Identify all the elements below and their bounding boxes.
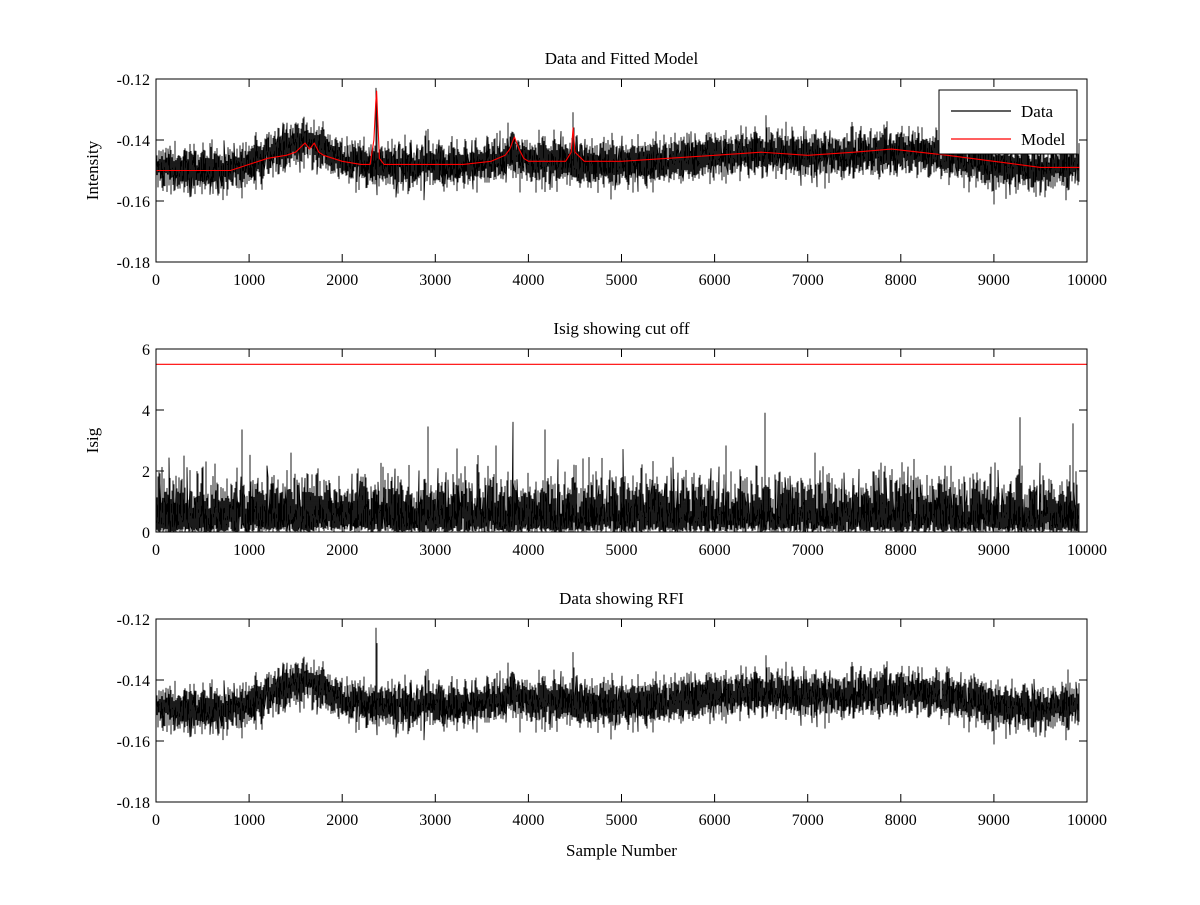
legend-box <box>938 89 1078 155</box>
x-tick-label: 5000 <box>606 542 638 559</box>
y-tick-label: 0 <box>142 525 150 542</box>
x-tick-label: 7000 <box>792 542 824 559</box>
y-tick-label: 4 <box>142 403 150 420</box>
y-tick-label: -0.18 <box>117 795 150 812</box>
x-tick-label: 3000 <box>419 812 451 829</box>
y-tick-label: -0.12 <box>117 612 150 629</box>
panel-1-series <box>156 87 1080 205</box>
legend-label-data: Data <box>1021 102 1054 121</box>
x-tick-label: 10000 <box>1067 542 1107 559</box>
y-tick-label: -0.16 <box>117 734 150 751</box>
panel-1-title: Data and Fitted Model <box>545 49 699 68</box>
panel-1-y-axis-label: Intensity <box>83 140 102 200</box>
x-tick-label: 8000 <box>885 272 917 289</box>
panel-2: 0 1000 2000 3000 4000 5000 6000 7000 8000 9000 100… <box>83 319 1107 559</box>
panel-2-isig-series-line <box>156 412 1080 532</box>
x-tick-label: 2000 <box>326 542 358 559</box>
x-tick-label: 1000 <box>233 542 265 559</box>
panel-3: 0 1000 2000 3000 4000 5000 6000 7000 8000 9000 100… <box>117 589 1107 860</box>
x-tick-label: 1000 <box>233 812 265 829</box>
x-tick-label: 8000 <box>885 812 917 829</box>
panel-3-isig-series-line <box>156 627 1080 745</box>
y-tick-label: -0.18 <box>117 255 150 272</box>
panel-1: 0 1000 2000 3000 4000 5000 6000 7000 8000 9000 100… <box>83 49 1107 289</box>
y-tick-label: -0.14 <box>117 673 150 690</box>
x-tick-label: 7000 <box>792 272 824 289</box>
x-tick-label: 2000 <box>326 272 358 289</box>
y-tick-label: -0.12 <box>117 72 150 89</box>
panel-2-title: Isig showing cut off <box>553 319 689 338</box>
panel-2-series <box>156 363 1087 532</box>
x-tick-label: 0 <box>152 542 160 559</box>
x-tick-label: 9000 <box>978 812 1010 829</box>
y-tick-label: 6 <box>142 342 150 359</box>
panel-3-title: Data showing RFI <box>559 589 684 608</box>
x-tick-label: 3000 <box>419 542 451 559</box>
x-tick-label: 8000 <box>885 542 917 559</box>
x-tick-label: 5000 <box>606 812 638 829</box>
x-tick-label: 4000 <box>512 542 544 559</box>
x-tick-label: 10000 <box>1067 272 1107 289</box>
panel-1-data-series-line <box>156 87 1080 205</box>
x-tick-label: 1000 <box>233 272 265 289</box>
legend: Data Model <box>938 89 1078 155</box>
x-tick-label: 4000 <box>512 812 544 829</box>
y-tick-label: 2 <box>142 464 150 481</box>
legend-label-model: Model <box>1021 130 1066 149</box>
x-tick-label: 9000 <box>978 542 1010 559</box>
x-tick-label: 5000 <box>606 272 638 289</box>
panel-3-series <box>156 627 1080 745</box>
panel-3-x-axis-label: Sample Number <box>566 841 677 860</box>
y-tick-label: -0.16 <box>117 194 150 211</box>
x-tick-label: 0 <box>152 812 160 829</box>
x-tick-label: 9000 <box>978 272 1010 289</box>
x-tick-label: 10000 <box>1067 812 1107 829</box>
x-tick-label: 0 <box>152 272 160 289</box>
x-tick-label: 4000 <box>512 272 544 289</box>
x-tick-label: 3000 <box>419 272 451 289</box>
x-tick-label: 6000 <box>699 812 731 829</box>
x-tick-label: 7000 <box>792 812 824 829</box>
x-tick-label: 2000 <box>326 812 358 829</box>
panel-1-model-series-line <box>156 90 1080 172</box>
y-tick-label: -0.14 <box>117 133 150 150</box>
x-tick-label: 6000 <box>699 542 731 559</box>
x-tick-label: 6000 <box>699 272 731 289</box>
panel-2-y-axis-label: Isig <box>83 427 102 453</box>
